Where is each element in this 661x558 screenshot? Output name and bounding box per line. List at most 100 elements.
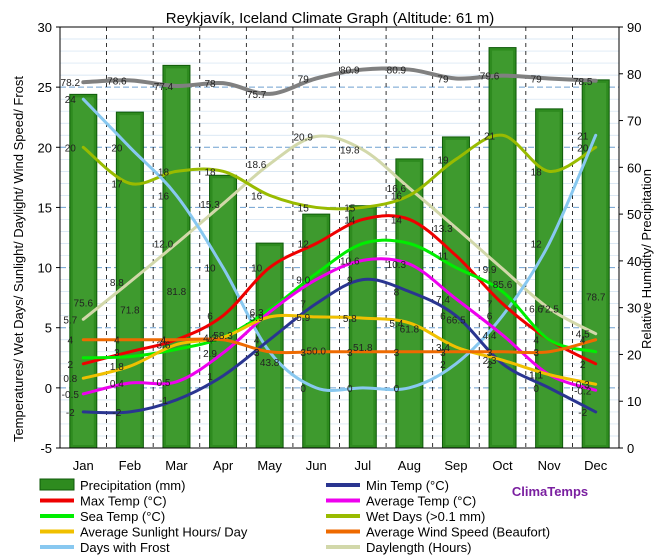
data-label: 6 (487, 312, 493, 323)
y-right-tick-label: 80 (627, 67, 641, 82)
data-label: 17 (111, 179, 123, 190)
data-label: 3 (114, 348, 120, 359)
data-label: 16 (158, 191, 170, 202)
x-tick-label: Dec (584, 458, 608, 473)
legend-label: Days with Frost (80, 540, 170, 555)
data-label: 3 (254, 348, 260, 359)
legend-label: Wet Days (>0.1 mm) (366, 509, 485, 524)
data-label: 0.3 (576, 380, 590, 391)
precipitation-bar-highlight (305, 217, 327, 445)
data-label: 0.8 (63, 374, 77, 385)
precipitation-label: 58.3 (213, 331, 233, 342)
data-label: 4 (114, 336, 120, 347)
data-label: -1 (159, 396, 168, 407)
days-with-frost-line (81, 97, 598, 392)
precipitation-bar-highlight (398, 161, 420, 445)
legend-label: Sea Temp (°C) (80, 509, 165, 524)
average-sunlight-hours-day-line (81, 313, 598, 386)
data-label: 5.9 (250, 313, 264, 324)
y-right-tick-label: 40 (627, 254, 641, 269)
precipitation-label: 50.0 (306, 346, 326, 357)
x-tick-label: Oct (492, 458, 513, 473)
data-label: 0 (533, 384, 539, 395)
data-label: 20 (65, 143, 77, 154)
data-label: 6 (440, 312, 446, 323)
data-label: -2 (66, 408, 75, 419)
x-tick-label: Jan (73, 458, 94, 473)
data-label: 3 (487, 348, 493, 359)
data-label: 8 (394, 288, 400, 299)
average-temp-c-line (81, 257, 598, 396)
data-label: 4 (161, 336, 167, 347)
data-label: 11 (438, 252, 449, 263)
data-label: 3.4 (436, 343, 450, 354)
data-label: 10 (204, 264, 216, 275)
precipitation-label: 85.6 (493, 280, 513, 291)
legend-label: Min Temp (°C) (366, 478, 449, 493)
y-left-tick-label: -5 (40, 441, 52, 456)
data-label: 2 (68, 360, 74, 371)
data-label: -0.5 (62, 390, 80, 401)
precipitation-bar-highlight (212, 178, 234, 445)
legend-label: Daylength (Hours) (366, 540, 472, 555)
data-label: 79 (531, 74, 543, 85)
data-label: 0 (300, 384, 306, 395)
series-lines (81, 66, 598, 415)
data-label: 4 (533, 336, 539, 347)
y-right-tick-label: 20 (627, 347, 641, 362)
data-label: 10.3 (387, 260, 407, 271)
data-label: 0.4 (110, 379, 124, 390)
precipitation-label: 72.5 (539, 304, 559, 315)
legend-label: Average Sunlight Hours/ Day (80, 525, 248, 540)
data-label: 20.9 (293, 132, 313, 143)
y-axis-left-label: Temperatures/ Wet Days/ Sunlight/ Daylig… (11, 76, 26, 442)
precipitation-label: 78.7 (586, 293, 606, 304)
data-label: 78 (204, 79, 216, 90)
precipitation-bar-highlight (352, 208, 374, 445)
data-label: 15 (298, 203, 310, 214)
data-label: 21 (577, 131, 589, 142)
data-label: 19.8 (340, 146, 360, 157)
precipitation-label: 51.8 (353, 343, 373, 354)
data-label: 10 (251, 264, 263, 275)
y-axis-right-label: Relative Humidity/ Precipitation (639, 169, 654, 349)
data-label: 18.6 (247, 160, 267, 171)
data-label: 1.1 (529, 371, 543, 382)
data-label: 4 (580, 336, 586, 347)
data-label: 14 (344, 215, 356, 226)
data-label: 5.8 (343, 314, 357, 325)
data-label: 4 (254, 336, 260, 347)
legend-label: Average Temp (°C) (366, 494, 476, 509)
data-label: 78.2 (61, 78, 81, 89)
data-label: 16.6 (387, 184, 407, 195)
daylength-hours-line (81, 134, 598, 336)
x-tick-label: Nov (538, 458, 562, 473)
data-label: 79.6 (480, 72, 500, 83)
data-label: 10.6 (340, 256, 360, 267)
data-label: 77.4 (154, 82, 174, 93)
sea-temp-c-line (81, 238, 598, 360)
data-label: 2.3 (483, 356, 497, 367)
precipitation-bar-highlight (492, 50, 514, 446)
legend-label: Max Temp (°C) (80, 494, 167, 509)
data-label: 80.9 (340, 66, 360, 77)
data-label: 4 (68, 336, 74, 347)
y-left-tick-label: 5 (45, 321, 52, 336)
data-label: 9.0 (296, 276, 310, 287)
data-label: 7 (300, 300, 306, 311)
precipitation-label: 66.5 (446, 316, 466, 327)
y-right-tick-label: 10 (627, 394, 641, 409)
precipitation-label: 75.6 (74, 299, 94, 310)
data-label: 6 (207, 312, 213, 323)
data-label: 6.6 (529, 304, 543, 315)
data-label: 3 (533, 348, 539, 359)
precipitation-label: 71.8 (120, 306, 140, 317)
y-right-tick-label: 60 (627, 160, 641, 175)
data-label: 18 (531, 167, 543, 178)
data-label: 7.4 (436, 295, 450, 306)
data-label: 2.9 (203, 349, 217, 360)
x-tick-label: Mar (165, 458, 188, 473)
data-label: 0 (394, 384, 400, 395)
data-label: 2 (580, 360, 586, 371)
